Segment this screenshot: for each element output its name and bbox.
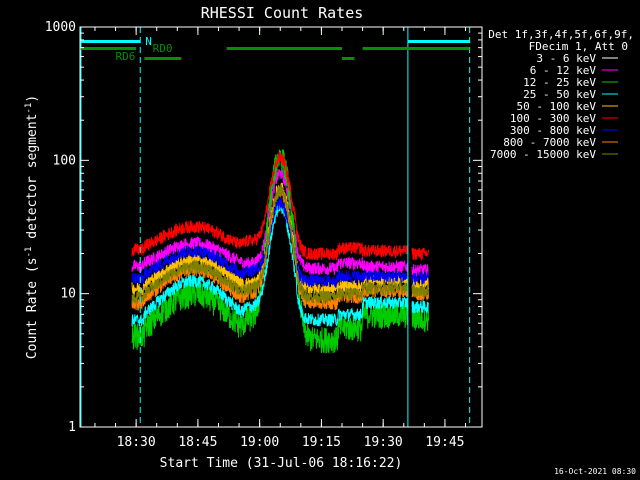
generation-timestamp: 16-Oct-2021 08:30	[554, 467, 636, 476]
legend-header-line-1: Det 1f,3f,4f,5f,6f,9f,	[488, 28, 634, 41]
chart-title: RHESSI Count Rates	[201, 4, 364, 22]
vertical-markers-layer	[80, 27, 471, 427]
y-tick-label: 10	[60, 287, 76, 302]
attenuator-label-n: N	[145, 35, 152, 48]
y-axis-label-exp2: -1	[24, 103, 34, 114]
y-axis-ticks: 1 10 100 1000	[45, 20, 482, 435]
series-line-0	[131, 210, 429, 378]
y-tick-label: 100	[53, 153, 76, 168]
y-axis-label-end: )	[25, 95, 40, 103]
series-line-6	[131, 196, 429, 288]
legend-entry-label: 100 - 300 keV	[510, 112, 596, 125]
y-axis-label-start: Count Rate (s	[25, 257, 40, 359]
x-tick-label: 19:30	[364, 435, 403, 450]
legend-entry-label: 6 - 12 keV	[530, 64, 597, 77]
x-axis-label: Start Time (31-Jul-06 18:16:22)	[160, 456, 403, 471]
y-tick-label: 1	[68, 420, 76, 435]
x-axis-ticks: 18:30 18:45 19:00 19:15 19:30 19:45	[94, 27, 467, 450]
series-line-3	[131, 200, 429, 328]
series-layer	[131, 149, 429, 378]
decimation-bar-top	[80, 47, 137, 50]
x-tick-label: 19:15	[302, 435, 341, 450]
legend-entry-label: 3 - 6 keV	[536, 52, 596, 65]
legend-entry-label: 12 - 25 keV	[523, 76, 596, 89]
decimation-label-rd6: RD6	[116, 50, 136, 63]
legend-entry-label: 50 - 100 keV	[517, 100, 597, 113]
legend-header-line-2: FDecim 1, Att 0	[529, 40, 628, 53]
x-tick-label: 19:00	[240, 435, 279, 450]
legend-entry-label: 7000 - 15000 keV	[490, 148, 596, 161]
x-tick-label: 19:45	[425, 435, 464, 450]
x-tick-label: 18:45	[178, 435, 217, 450]
legend: Det 1f,3f,4f,5f,6f,9f, FDecim 1, Att 0 3…	[488, 28, 634, 161]
attenuator-bar-cyan	[407, 40, 470, 43]
series-line-8	[131, 184, 429, 304]
legend-entry-label: 300 - 800 keV	[510, 124, 596, 137]
decimation-bar-top	[362, 47, 470, 50]
decimation-label-rd0: RD0	[153, 42, 173, 55]
y-tick-label: 1000	[45, 20, 76, 35]
decimation-bar-top	[226, 47, 343, 50]
decimation-bar-bottom	[144, 57, 182, 60]
y-axis-label: Count Rate (s-1 detector segment-1)	[24, 95, 40, 359]
legend-entry-label: 800 - 7000 keV	[503, 136, 596, 149]
plot-frame	[79, 26, 483, 428]
legend-entry-label: 25 - 50 keV	[523, 88, 596, 101]
y-axis-label-mid: detector segment	[25, 114, 40, 247]
y-axis-label-exp1: -1	[24, 247, 34, 258]
decimation-bar-bottom	[342, 57, 355, 60]
attenuator-bar-cyan	[80, 40, 141, 43]
series-line-5	[131, 151, 429, 261]
x-tick-label: 18:30	[117, 435, 156, 450]
